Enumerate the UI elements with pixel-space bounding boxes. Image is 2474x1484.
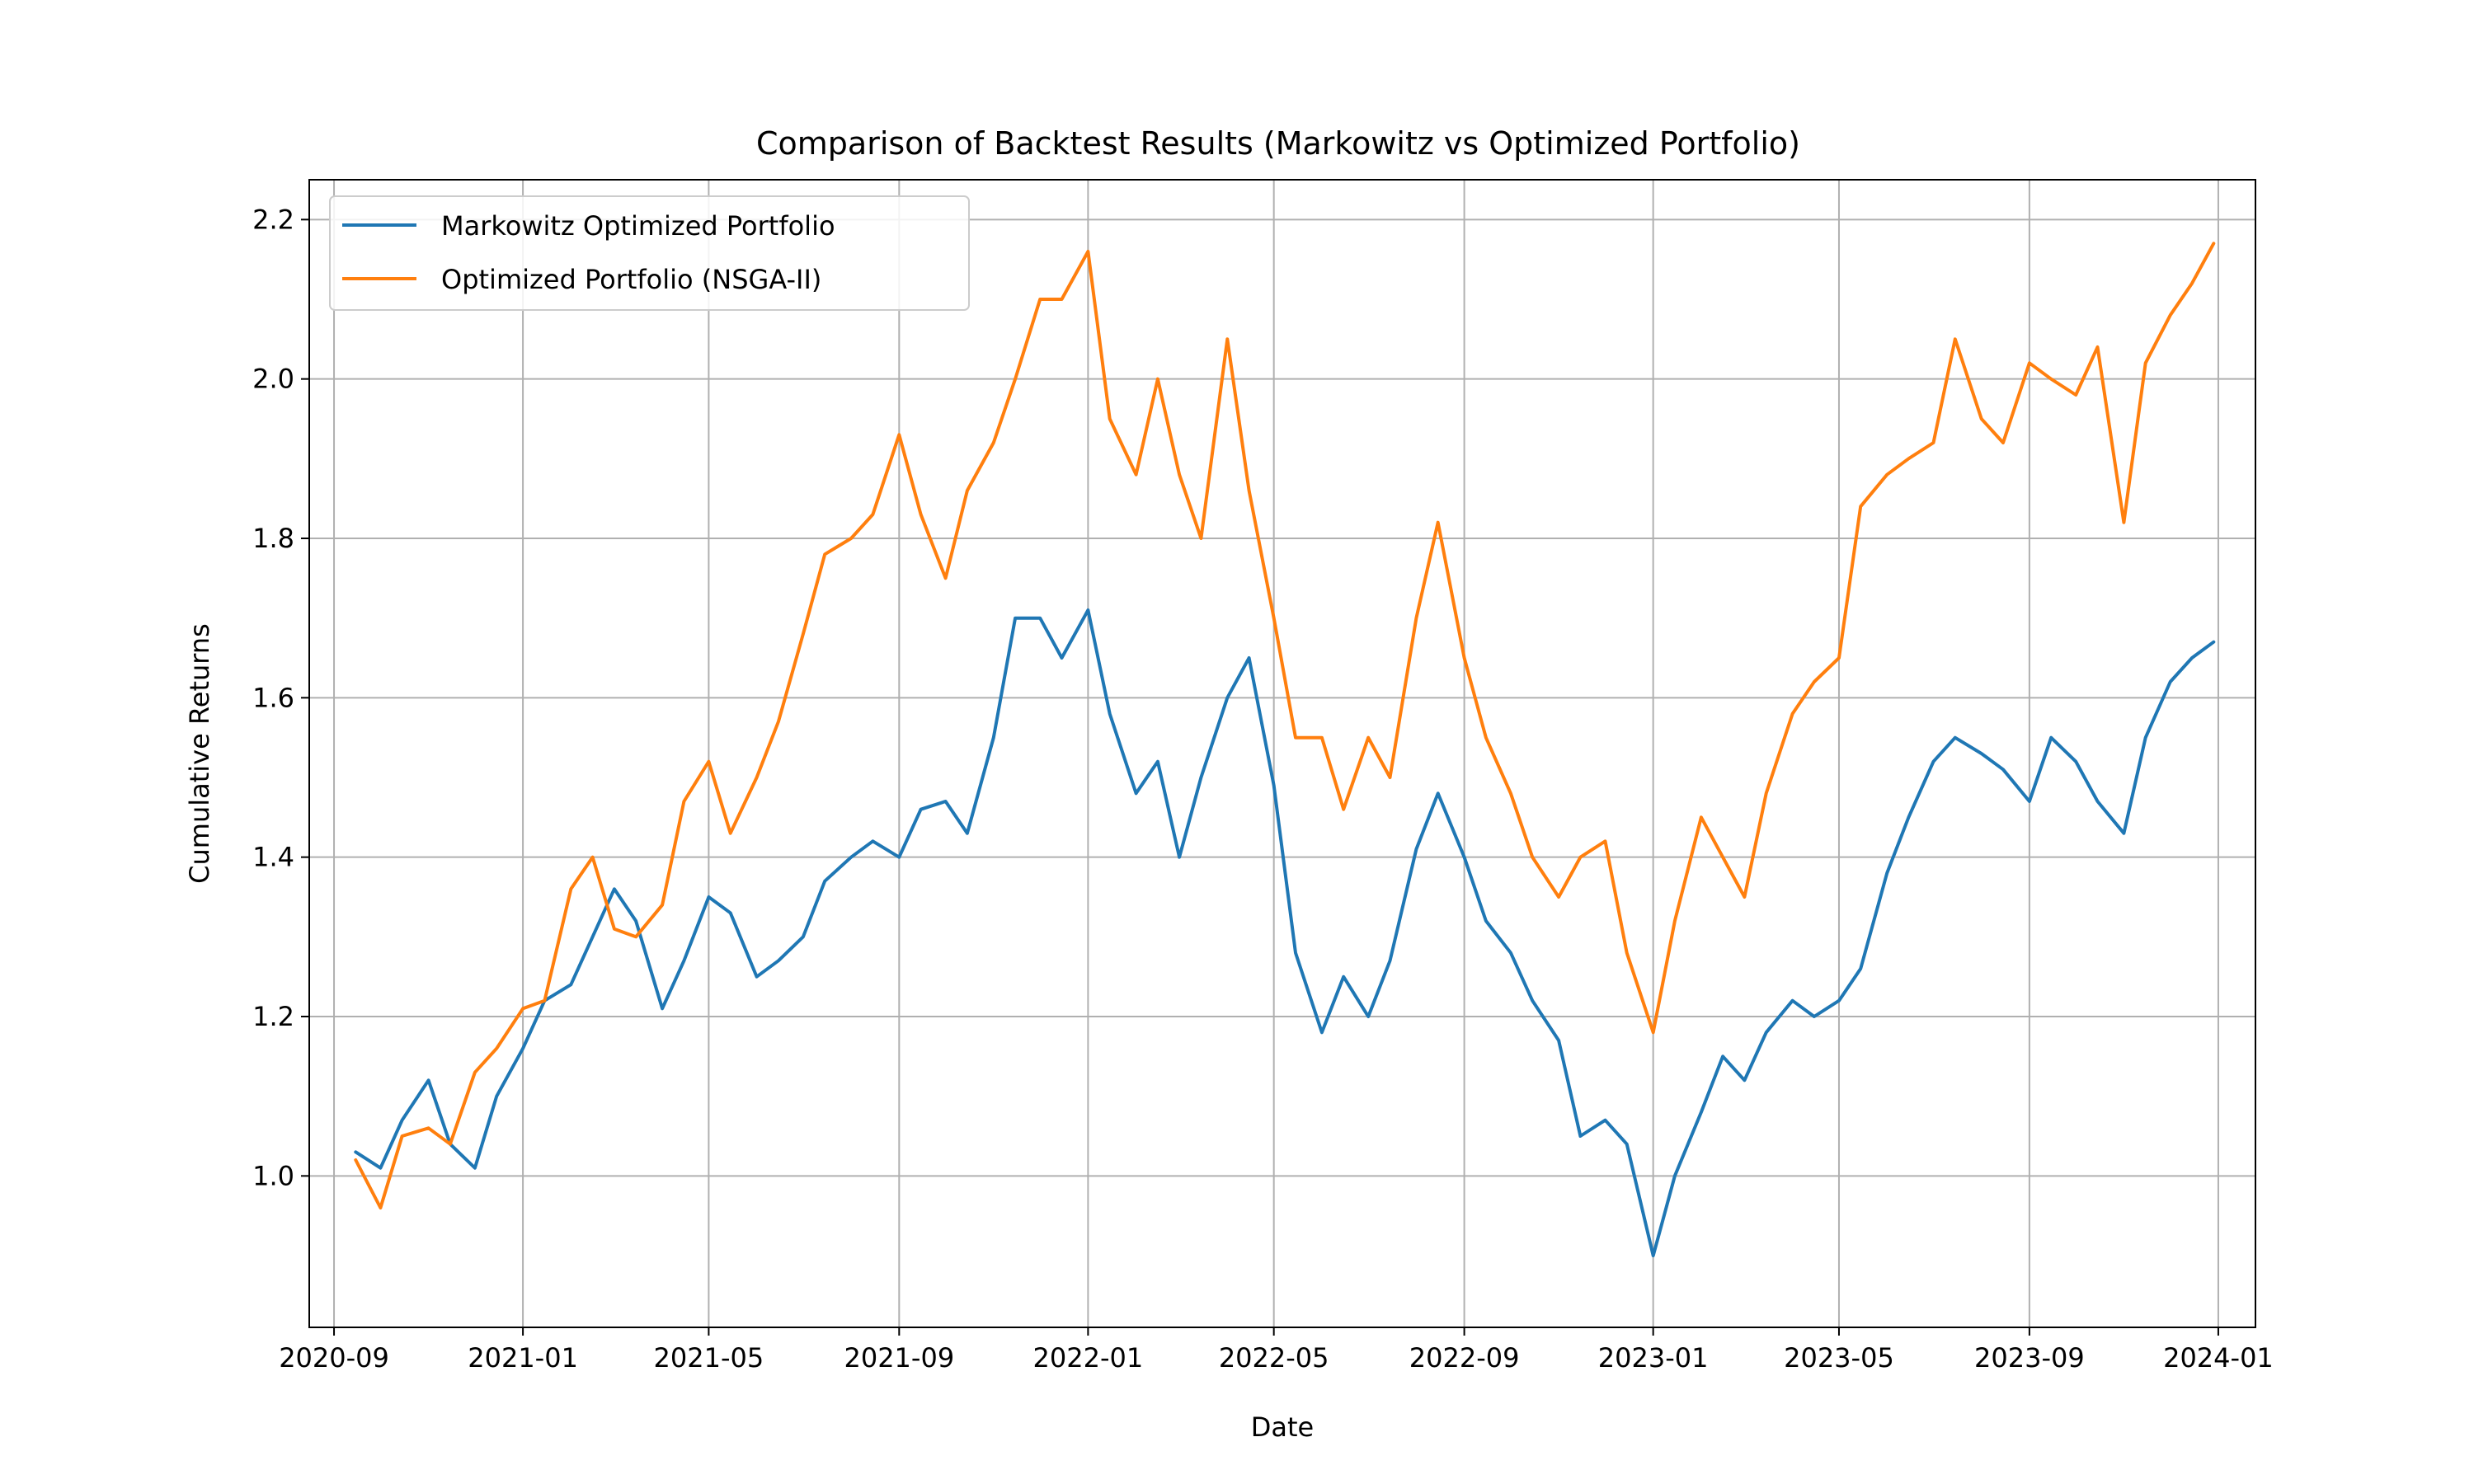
plot-area-frame [308,179,2256,1328]
y-axis-label: Cumulative Returns [184,623,215,884]
series-line-1 [354,242,2216,1209]
series-line-0 [354,608,2216,1257]
y-tick-label: 2.0 [252,364,294,395]
y-tick-label: 2.2 [252,204,294,235]
x-tick-label: 2024-01 [2163,1342,2274,1374]
x-tick-label: 2023-09 [1974,1342,2085,1374]
legend-label-markowitz: Markowitz Optimized Portfolio [441,210,835,242]
y-tick-label: 1.8 [252,523,294,554]
x-tick-label: 2021-05 [654,1342,764,1374]
y-tick-label: 1.2 [252,1001,294,1032]
x-axis: 2020-09 2021-01 2021-05 2021-09 2022-01 2022-… [279,1327,2274,1374]
x-tick-label: 2023-05 [1784,1342,1894,1374]
x-axis-label: Date [1251,1411,1314,1443]
chart-title: Comparison of Backtest Results (Markowit… [756,125,1800,162]
x-tick-label: 2023-01 [1598,1342,1709,1374]
x-tick-label: 2022-01 [1033,1342,1144,1374]
legend-box [329,195,970,311]
y-tick-label: 1.6 [252,682,294,713]
legend: Markowitz Optimized Portfolio Optimized … [329,195,970,311]
x-tick-label: 2020-09 [279,1342,389,1374]
y-tick-label: 1.4 [252,842,294,873]
x-tick-label: 2021-09 [844,1342,954,1374]
y-axis: 1.0 1.2 1.4 1.6 1.8 2.0 2.2 [252,204,309,1191]
x-tick-label: 2021-01 [468,1342,578,1374]
x-tick-label: 2022-09 [1409,1342,1520,1374]
legend-label-nsga: Optimized Portfolio (NSGA-II) [441,264,821,295]
x-tick-label: 2022-05 [1219,1342,1329,1374]
series-lines [354,242,2216,1257]
y-tick-label: 1.0 [252,1160,294,1191]
